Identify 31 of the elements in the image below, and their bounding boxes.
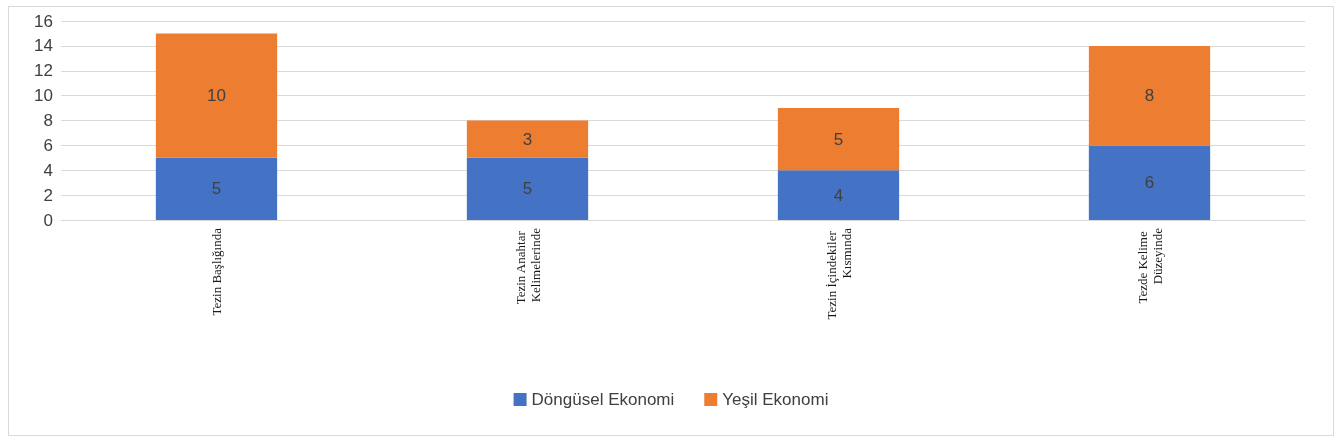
bar [1088,45,1211,146]
data-label: 3 [522,129,533,149]
data-label: 8 [1144,86,1155,106]
x-tick-label: Tezin Anahtar Kelimelerinde [512,227,543,305]
data-label: 6 [1144,173,1155,193]
y-tick-label: 0 [43,210,53,230]
y-tick-label: 10 [34,86,53,106]
y-tick-label: 6 [43,135,53,155]
data-label: 5 [833,129,844,149]
x-tick-label: Tezin İçindekiler Kısmında [823,227,854,320]
bar [466,120,589,158]
legend-label: Yeşil Ekonomi [722,390,829,409]
y-tick-label: 8 [43,111,53,130]
data-label: 4 [833,185,844,205]
bar [155,33,278,158]
bar [1088,145,1211,220]
legend-label: Döngüsel Ekonomi [531,390,675,409]
y-tick-label: 16 [34,11,53,31]
bar [466,157,589,220]
data-label: 5 [211,179,222,199]
bar [777,170,900,220]
bar [777,108,900,171]
y-tick-label: 14 [34,36,53,56]
y-tick-label: 12 [34,61,53,81]
data-label: 5 [522,179,533,199]
x-tick-label: Tezde Kelime Düzeyinde [1134,227,1165,304]
y-tick-label: 4 [43,160,53,180]
bar [155,157,278,220]
y-tick-label: 2 [43,185,53,205]
x-tick-label: Tezin Başlığında [209,227,224,316]
data-label: 10 [207,86,226,106]
